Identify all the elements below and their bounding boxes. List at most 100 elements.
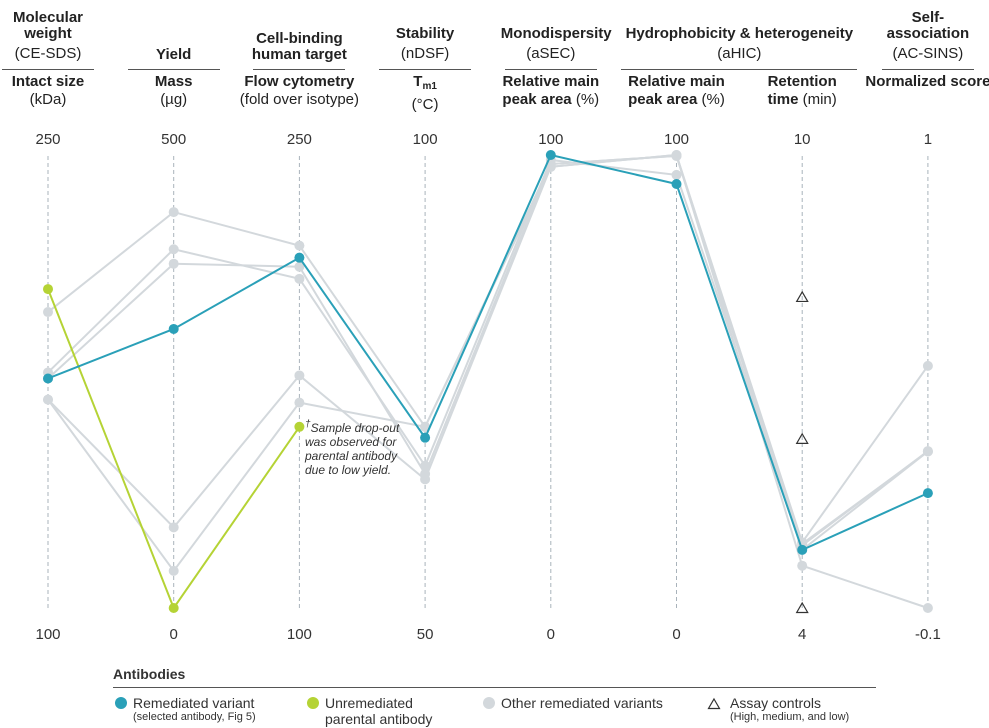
legend-title: Antibodies [113,666,186,682]
control-marker [795,432,809,444]
series-point [43,284,53,295]
legend-label: Assay controls [730,695,822,711]
legend-swatch [707,697,721,710]
tick-label: 500 [161,131,186,148]
annotation-text: Sample drop-out was observed for parenta… [305,421,400,477]
variant-line [47,158,929,547]
control-marker [795,290,809,303]
group-title: Cell-binding human target [249,31,349,63]
group-rule [504,69,597,70]
legend-swatch [483,697,495,709]
axis-metric: T [413,73,423,90]
axis-metric-sub: m1 [422,81,437,92]
axis-title: Tm1 (°C) [360,73,490,114]
group-title-text: Molecular weight [12,9,84,42]
variant-point [294,261,305,272]
variant-point [294,273,305,284]
tick-label: 0 [547,626,555,643]
variant-point [294,370,305,381]
axis-unit: (%) [701,91,725,108]
group-title: Stability (nDSF) [375,26,475,63]
group-rule [253,69,346,70]
group-title: Molecular weight (CE-SDS) [0,10,98,63]
tick-label: 100 [413,131,438,148]
group-subtitle: (aHIC) [717,45,762,62]
tick-label: 10 [794,131,811,148]
variant-point [168,522,179,533]
axis-unit: (µg) [160,91,188,108]
group-title: Hydrophobicity & heterogeneity (aHIC) [604,26,874,63]
series-point [43,373,53,384]
variant-point [43,307,53,318]
axis-title: Relative main peak area (%) [612,73,742,109]
group-title-text: Self-association [886,9,970,42]
series-point [294,421,305,432]
variant-point [43,394,53,405]
group-subtitle: (nDSF) [400,45,450,62]
legend-swatch [307,697,319,709]
legend-rule [113,687,876,688]
variant-line [47,154,929,573]
variant-point [420,474,431,485]
group-rule [621,69,858,70]
series-line [47,153,929,552]
axis-title: Normalized score [863,73,989,91]
group-rule [379,69,472,70]
legend-note: (High, medium, and low) [730,711,850,723]
axis-metric: Intact size [11,73,85,90]
axis-unit: (kDa) [29,91,67,108]
series-point [797,544,808,555]
axis-unit: (%) [575,91,600,108]
annotation: †Sample drop-out was observed for parent… [305,418,405,477]
tick-label: 100 [664,131,689,148]
variant-point [671,169,682,180]
control-marker [795,601,809,614]
axis-title: Intact size (kDa) [0,73,113,109]
group-title-text: Cell-binding human target [251,30,347,63]
axis-title: Retention time (min) [754,73,850,109]
legend-label: Remediated variant [133,695,255,711]
axis-metric: Normalized score [865,73,989,90]
legend-item: Remediated variant (selected antibody, Fi… [133,695,323,724]
variant-point [168,565,179,576]
legend-item: Assay controls (High, medium, and low) [730,695,930,724]
axis-metric: Mass [154,73,193,90]
series-point [545,150,556,160]
series-point [168,323,179,334]
legend-item: Other remediated variants [501,695,691,711]
variant-point [294,397,305,408]
legend-swatch [115,697,127,709]
axis-metric: Flow cytometry [244,73,355,90]
annotation-marker: † [305,419,311,430]
tick-label: 250 [35,131,60,148]
tick-label: 0 [672,626,680,643]
series-point [922,488,933,499]
tick-label: 100 [538,131,563,148]
axis-title: Relative main peak area (%) [486,73,616,109]
legend-note: (selected antibody, Fig 5) [133,711,256,723]
group-title-text: Monodispersity [500,25,612,42]
variant-point [797,560,808,571]
group-title: Monodispersity (aSEC) [501,26,612,63]
axis-unit: (min) [802,91,837,108]
tick-label: -0.1 [915,626,941,643]
axis-title: Flow cytometry (fold over isotype) [234,73,364,109]
group-title: Self-association (AC-SINS) [878,10,978,63]
variant-point [671,150,682,161]
series-point [671,178,682,189]
variant-line [47,153,929,609]
tick-label: 0 [170,626,178,643]
group-rule [127,69,220,70]
group-subtitle: (CE-SDS) [14,45,82,62]
group-rule [881,69,974,70]
variant-point [420,421,431,432]
series-point [420,432,431,443]
axis-title: Mass (µg) [109,73,239,109]
tick-label: 250 [287,131,312,148]
variant-point [294,240,305,251]
series-point [168,603,179,613]
legend-item: Unremediated parental antibody [325,695,440,727]
group-subtitle: (AC-SINS) [892,45,964,62]
